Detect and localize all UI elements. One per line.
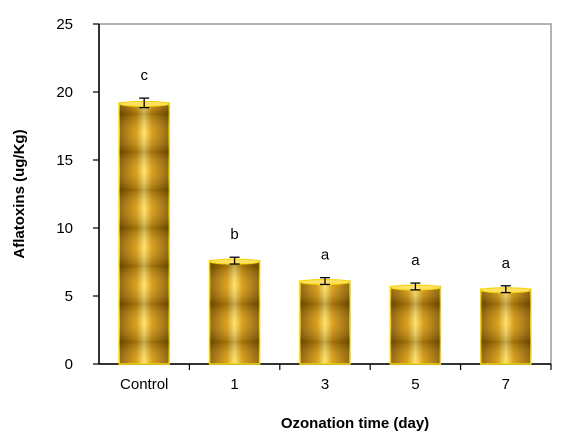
significance-letter: c: [140, 67, 148, 84]
x-axis-title: Ozonation time (day): [281, 415, 429, 432]
x-tick-label: 3: [321, 376, 329, 393]
y-tick-label: 20: [56, 84, 73, 101]
significance-letter: a: [411, 252, 420, 269]
bar-shading: [300, 281, 350, 364]
bar-shading: [209, 260, 260, 364]
x-tick-label: 5: [411, 376, 419, 393]
plot-area: 0 5 10 15 20 25 c Control b 1 a 3 a 5 a 7: [56, 16, 552, 393]
significance-letter: b: [230, 226, 238, 243]
y-tick-label: 25: [56, 16, 73, 33]
bar-shading: [119, 102, 170, 364]
y-tick-label: 5: [65, 288, 73, 305]
y-tick-label: 15: [56, 152, 73, 169]
y-axis-title: Aflatoxins (ug/Kg): [11, 129, 28, 258]
x-tick-label: 7: [502, 376, 510, 393]
significance-letter: a: [321, 247, 330, 264]
y-tick-label: 10: [56, 220, 73, 237]
x-tick-label: 1: [230, 376, 238, 393]
y-tick-label: 0: [65, 356, 73, 373]
significance-letter: a: [502, 255, 511, 272]
bar-shading: [390, 286, 441, 364]
x-tick-label: Control: [120, 376, 168, 393]
bar-shading: [480, 289, 531, 364]
